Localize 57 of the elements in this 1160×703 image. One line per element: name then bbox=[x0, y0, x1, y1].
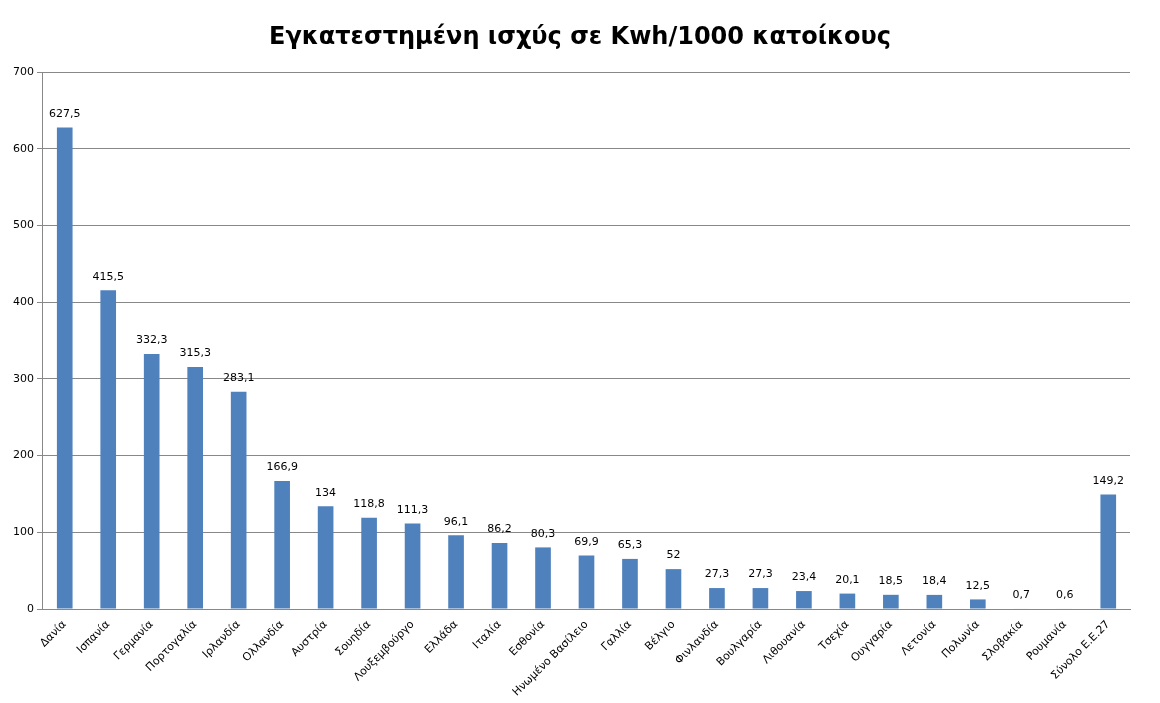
bar bbox=[404, 523, 421, 609]
bar bbox=[230, 391, 247, 609]
y-tick-label: 700 bbox=[13, 64, 34, 78]
data-label: 166,9 bbox=[266, 460, 298, 474]
bar bbox=[448, 535, 464, 609]
bar bbox=[535, 547, 551, 609]
bar bbox=[622, 558, 638, 609]
data-label: 111,3 bbox=[396, 502, 429, 516]
y-tick-label: 200 bbox=[13, 448, 34, 462]
data-label: 69,9 bbox=[574, 534, 599, 548]
bar bbox=[665, 569, 682, 609]
data-label: 27,3 bbox=[748, 567, 773, 581]
bar bbox=[56, 127, 73, 609]
bar bbox=[187, 367, 203, 609]
data-label: 315,3 bbox=[179, 346, 211, 360]
bar bbox=[274, 480, 290, 609]
bar bbox=[100, 290, 117, 609]
y-tick-label: 500 bbox=[13, 218, 34, 232]
bar bbox=[1100, 494, 1117, 609]
data-label: 20,1 bbox=[835, 572, 860, 586]
bar bbox=[752, 588, 769, 609]
data-label: 18,4 bbox=[922, 574, 947, 588]
bar bbox=[796, 591, 812, 609]
data-label: 18,5 bbox=[878, 574, 904, 588]
bar bbox=[839, 593, 856, 609]
data-label: 415,5 bbox=[92, 269, 124, 283]
bar bbox=[578, 555, 595, 609]
bar bbox=[143, 354, 160, 609]
y-tick-label: 600 bbox=[13, 141, 34, 155]
y-tick-label: 0 bbox=[27, 601, 34, 615]
data-label: 118,8 bbox=[353, 497, 385, 511]
bar bbox=[361, 517, 377, 609]
data-label: 0,7 bbox=[1012, 587, 1031, 601]
data-label: 283,1 bbox=[222, 371, 255, 385]
data-label: 23,4 bbox=[791, 570, 817, 584]
bar bbox=[491, 542, 508, 609]
chart-title: Εγκατεστημένη ισχύς σε Kwh/1000 κατοίκους bbox=[268, 21, 892, 52]
data-label: 12,5 bbox=[965, 578, 991, 592]
data-label: 0,6 bbox=[1056, 587, 1074, 601]
data-label: 96,1 bbox=[443, 514, 469, 528]
y-tick-label: 100 bbox=[13, 525, 34, 539]
bar bbox=[317, 506, 334, 609]
data-label: 80,3 bbox=[530, 526, 556, 540]
data-label: 627,5 bbox=[48, 106, 81, 120]
data-label: 65,3 bbox=[617, 538, 643, 552]
bar bbox=[709, 588, 725, 609]
y-tick-label: 400 bbox=[13, 295, 34, 309]
y-tick-label: 300 bbox=[13, 371, 34, 385]
data-label: 134 bbox=[315, 485, 337, 499]
bar bbox=[969, 599, 986, 609]
bar bbox=[883, 594, 899, 609]
data-label: 27,3 bbox=[704, 567, 730, 581]
data-label: 332,3 bbox=[135, 333, 168, 347]
data-label: 149,2 bbox=[1092, 473, 1125, 487]
data-label: 86,2 bbox=[487, 522, 512, 536]
data-label: 52 bbox=[666, 548, 681, 562]
bar bbox=[926, 594, 943, 609]
